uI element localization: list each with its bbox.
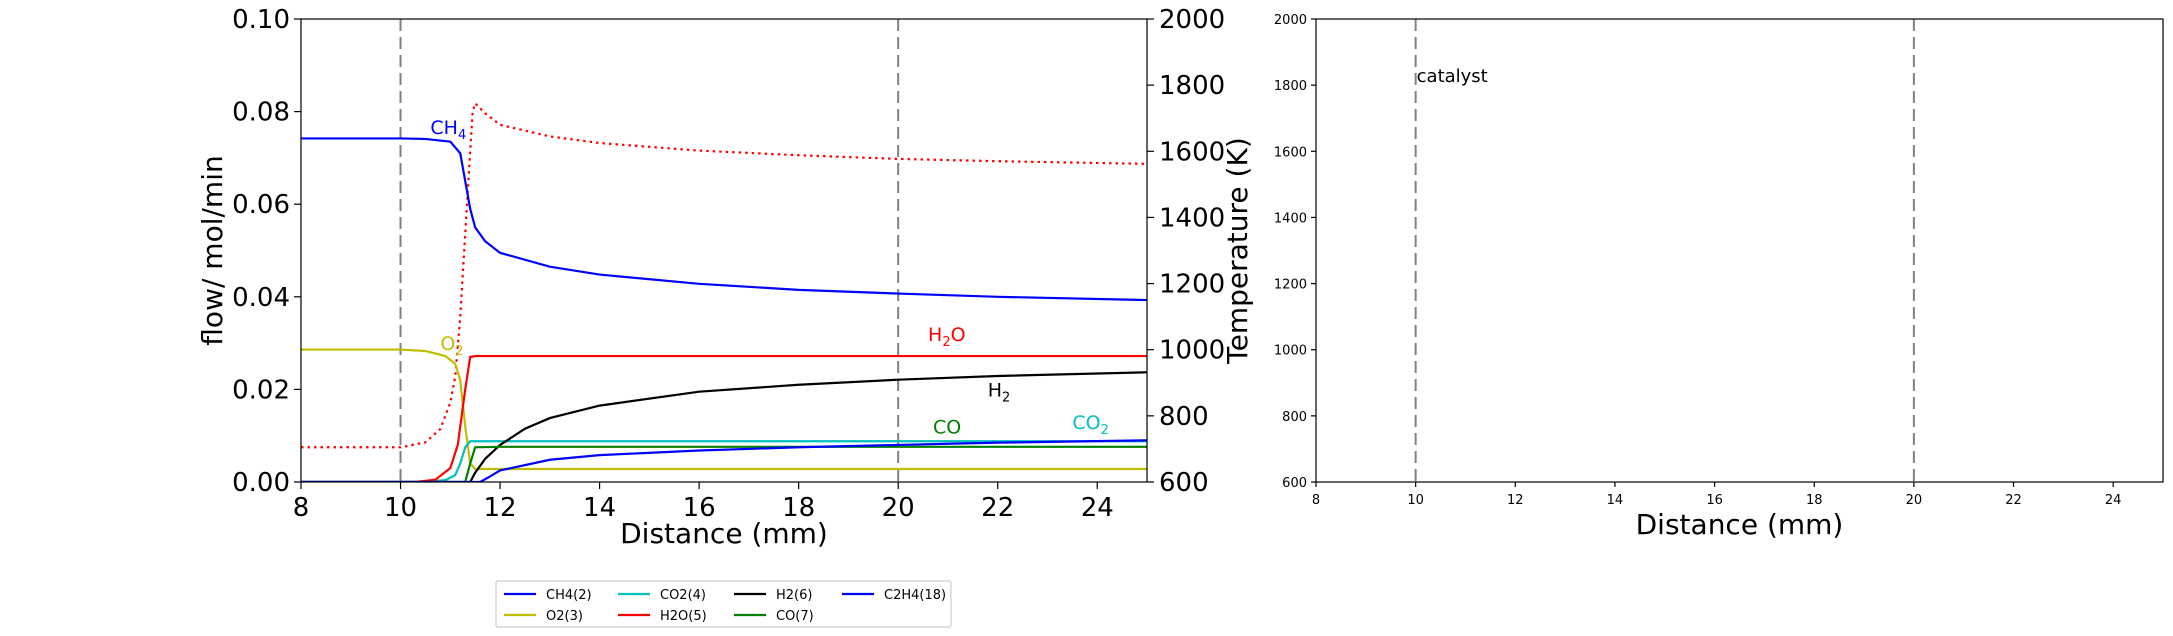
y2-tick-label: 1400: [1159, 203, 1225, 233]
series-line-o2-3: [301, 348, 1147, 471]
y2-tick-label: 1800: [1159, 71, 1225, 101]
x-tick-label: 20: [882, 493, 915, 523]
y2-tick-label: 600: [1159, 468, 1209, 498]
x-tick-label: 18: [1806, 493, 1823, 508]
y-tick-label: 2000: [1274, 13, 1307, 28]
x-tick-label: 22: [981, 493, 1014, 523]
flow-temperature-chart: 8 10 12 14 16 18 20 22 24 0.00 0.02 0.04 0.06 0.08 0.1…: [196, 5, 1254, 550]
y-tick-label: 0.08: [232, 98, 290, 128]
catalyst-label: catalyst: [1417, 66, 1488, 87]
y2-tick-label: 2000: [1159, 5, 1225, 35]
x-tick-label: 22: [2005, 493, 2022, 508]
y-tick-label: 1000: [1274, 344, 1307, 359]
y-tick-label: 1800: [1274, 79, 1307, 94]
y-tick-label: 0.00: [232, 468, 290, 498]
y2-tick-label: 800: [1159, 402, 1209, 432]
x-tick-label: 10: [384, 493, 417, 523]
series-line-h2-6: [301, 371, 1147, 482]
y2-tick-label: 1000: [1159, 336, 1225, 366]
series-line-h2o-5: [301, 354, 1147, 482]
species-annotation: H2: [988, 379, 1011, 405]
legend: CH4(2) O2(3) CO2(4) H2O(5) H2(6) CO(7) C2H4(18…: [495, 580, 952, 628]
x-tick-label: 12: [484, 493, 517, 523]
y-tick-label: 0.10: [232, 5, 290, 35]
y-tick-label: 1600: [1274, 145, 1307, 160]
x-axis-label: Distance (mm): [1636, 508, 1844, 541]
plot-frame: [300, 18, 1148, 483]
x-axis-label: Distance (mm): [620, 517, 828, 550]
plot-frame: [1315, 18, 2164, 483]
y-tick-label: 1200: [1274, 278, 1307, 293]
x-tick-label: 10: [1407, 493, 1424, 508]
temperature-catalyst-chart: 8 10 12 14 16 18 20 22 24 600 800 1000 1200 1400 1600 1…: [1274, 13, 2164, 541]
y-tick-label: 600: [1282, 476, 1307, 491]
y-tick-label: 1400: [1274, 211, 1307, 226]
y2-tick-label: 1200: [1159, 270, 1225, 300]
y-tick-label: 0.04: [232, 283, 290, 313]
y2-tick-label: 1600: [1159, 137, 1225, 167]
series-line-ch4-2: [301, 137, 1147, 302]
legend-label: CO(7): [776, 609, 814, 624]
series-line-co-7: [301, 445, 1147, 482]
series-line-c2h4-18: [301, 439, 1147, 482]
y-tick-label: 800: [1282, 410, 1307, 425]
x-tick-label: 14: [1607, 493, 1624, 508]
legend-label: H2O(5): [660, 609, 707, 624]
x-tick-label: 8: [293, 493, 310, 523]
x-tick-label: 24: [2105, 493, 2122, 508]
legend-label: C2H4(18): [884, 588, 946, 603]
species-annotation: CO: [933, 416, 961, 438]
species-annotation: CO2: [1072, 412, 1109, 438]
y2-axis-label: Temperature (K): [1221, 137, 1254, 364]
legend-label: H2(6): [776, 588, 812, 603]
y-tick-label: 0.06: [232, 190, 290, 220]
x-tick-label: 16: [1706, 493, 1723, 508]
species-annotation: O2: [440, 333, 463, 359]
x-tick-label: 12: [1507, 493, 1524, 508]
temperature-line: [301, 101, 1147, 449]
x-tick-label: 14: [583, 493, 616, 523]
x-tick-label: 24: [1081, 493, 1114, 523]
species-annotation: H2O: [928, 324, 966, 350]
y-tick-label: 0.02: [232, 375, 290, 405]
x-tick-label: 20: [1906, 493, 1923, 508]
y-axis-label: flow/ mol/min: [196, 155, 229, 345]
x-tick-label: 18: [782, 493, 815, 523]
legend-box: [495, 580, 952, 628]
legend-label: O2(3): [546, 609, 583, 624]
legend-label: CH4(2): [546, 588, 592, 603]
legend-label: CO2(4): [660, 588, 706, 603]
x-tick-label: 8: [1312, 493, 1320, 508]
species-annotation: CH4: [430, 117, 466, 143]
x-tick-label: 16: [683, 493, 716, 523]
